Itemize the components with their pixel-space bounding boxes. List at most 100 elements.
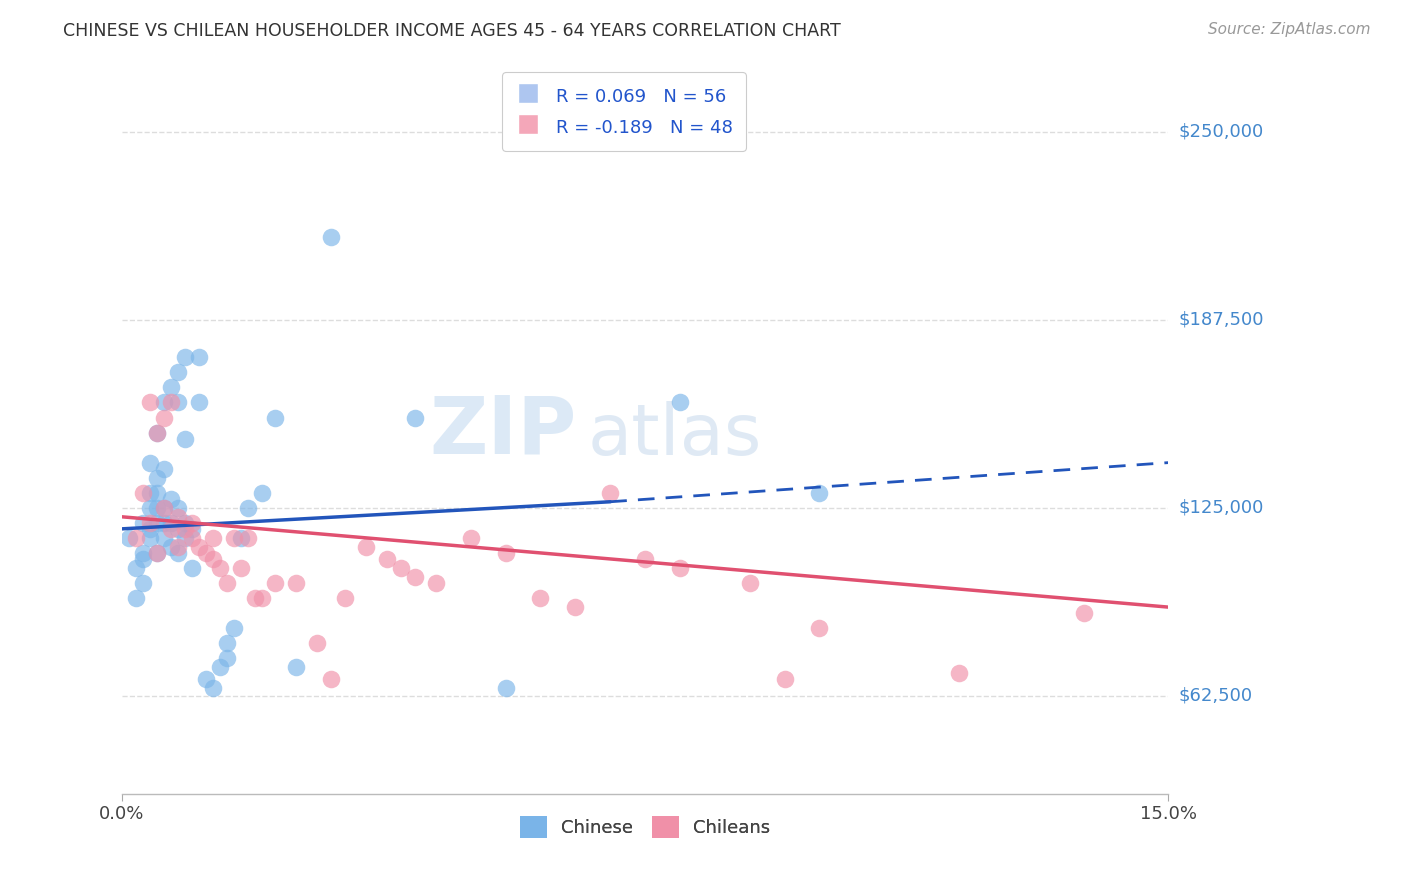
Point	[160, 380, 183, 394]
Point	[153, 410, 176, 425]
Point	[160, 540, 183, 554]
Point	[153, 461, 176, 475]
Point	[153, 395, 176, 409]
Point	[354, 540, 377, 554]
Point	[187, 395, 209, 409]
Point	[146, 471, 169, 485]
Point	[236, 500, 259, 515]
Point	[132, 552, 155, 566]
Point	[285, 660, 308, 674]
Point	[222, 621, 245, 635]
Point	[160, 395, 183, 409]
Point	[160, 522, 183, 536]
Point	[808, 621, 831, 635]
Point	[250, 591, 273, 605]
Text: Source: ZipAtlas.com: Source: ZipAtlas.com	[1208, 22, 1371, 37]
Point	[669, 395, 692, 409]
Point	[125, 531, 148, 545]
Point	[335, 591, 357, 605]
Point	[948, 666, 970, 681]
Point	[495, 681, 517, 696]
Point	[404, 570, 426, 584]
Point	[132, 485, 155, 500]
Point	[389, 561, 412, 575]
Point	[215, 636, 238, 650]
Point	[634, 552, 657, 566]
Point	[160, 491, 183, 506]
Point	[180, 516, 202, 530]
Point	[166, 522, 188, 536]
Point	[146, 516, 169, 530]
Point	[264, 410, 287, 425]
Point	[180, 522, 202, 536]
Point	[153, 516, 176, 530]
Point	[180, 561, 202, 575]
Point	[146, 546, 169, 560]
Text: $187,500: $187,500	[1178, 310, 1264, 328]
Text: atlas: atlas	[588, 401, 762, 470]
Point	[564, 600, 586, 615]
Point	[201, 681, 224, 696]
Point	[321, 673, 343, 687]
Text: CHINESE VS CHILEAN HOUSEHOLDER INCOME AGES 45 - 64 YEARS CORRELATION CHART: CHINESE VS CHILEAN HOUSEHOLDER INCOME AG…	[63, 22, 841, 40]
Point	[194, 546, 217, 560]
Point	[139, 485, 162, 500]
Point	[180, 531, 202, 545]
Point	[1073, 606, 1095, 620]
Text: $62,500: $62,500	[1178, 687, 1253, 705]
Point	[146, 485, 169, 500]
Point	[118, 531, 141, 545]
Point	[201, 531, 224, 545]
Point	[132, 546, 155, 560]
Point	[173, 432, 195, 446]
Point	[229, 561, 252, 575]
Point	[146, 425, 169, 440]
Point	[201, 552, 224, 566]
Point	[808, 485, 831, 500]
Point	[166, 546, 188, 560]
Point	[495, 546, 517, 560]
Point	[166, 395, 188, 409]
Point	[153, 531, 176, 545]
Point	[166, 509, 188, 524]
Point	[146, 425, 169, 440]
Point	[285, 576, 308, 591]
Point	[187, 351, 209, 365]
Point	[208, 561, 231, 575]
Point	[166, 365, 188, 379]
Point	[160, 516, 183, 530]
Point	[229, 531, 252, 545]
Text: $250,000: $250,000	[1178, 122, 1264, 141]
Point	[404, 410, 426, 425]
Point	[425, 576, 447, 591]
Point	[321, 230, 343, 244]
Point	[132, 576, 155, 591]
Point	[599, 485, 621, 500]
Point	[153, 500, 176, 515]
Point	[166, 540, 188, 554]
Point	[243, 591, 266, 605]
Point	[215, 576, 238, 591]
Point	[153, 500, 176, 515]
Point	[208, 660, 231, 674]
Point	[173, 522, 195, 536]
Point	[187, 540, 209, 554]
Point	[173, 531, 195, 545]
Point	[166, 500, 188, 515]
Text: $125,000: $125,000	[1178, 499, 1264, 516]
Point	[139, 522, 162, 536]
Point	[146, 500, 169, 515]
Point	[132, 516, 155, 530]
Point	[250, 485, 273, 500]
Point	[222, 531, 245, 545]
Point	[236, 531, 259, 545]
Point	[125, 561, 148, 575]
Point	[215, 651, 238, 665]
Point	[194, 673, 217, 687]
Legend: Chinese, Chileans: Chinese, Chileans	[509, 805, 780, 849]
Point	[773, 673, 796, 687]
Point	[125, 591, 148, 605]
Point	[139, 395, 162, 409]
Point	[139, 531, 162, 545]
Point	[738, 576, 761, 591]
